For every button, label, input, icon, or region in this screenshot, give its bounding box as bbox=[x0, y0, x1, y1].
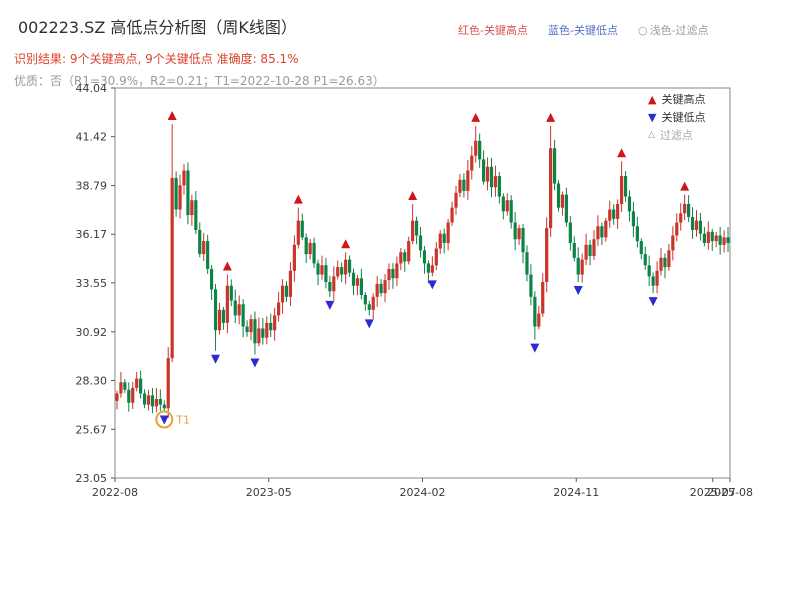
svg-text:38.79: 38.79 bbox=[76, 180, 108, 193]
recognition-result-text: 识别结果: 9个关键高点, 9个关键低点 准确度: 85.1% bbox=[14, 52, 299, 66]
plot-legend-item-key-low: ▼ 关键低点 bbox=[648, 108, 705, 126]
svg-text:30.92: 30.92 bbox=[76, 326, 108, 339]
svg-text:2024-11: 2024-11 bbox=[553, 486, 599, 499]
top-legend-key-low-label: 蓝色-关键低点 bbox=[547, 24, 618, 37]
top-legend: 红色-关键高点 蓝色-关键低点 ○ 浅色-过滤点 bbox=[458, 22, 709, 38]
top-legend-item-key-low: 蓝色-关键低点 bbox=[548, 22, 618, 38]
svg-text:33.55: 33.55 bbox=[76, 277, 108, 290]
plot-legend-item-key-high: ▲ 关键高点 bbox=[648, 90, 705, 108]
svg-text:36.17: 36.17 bbox=[76, 228, 108, 241]
svg-text:23.05: 23.05 bbox=[76, 472, 108, 485]
top-legend-filter-label: 浅色-过滤点 bbox=[649, 24, 709, 37]
svg-text:2023-05: 2023-05 bbox=[246, 486, 292, 499]
plot-legend: ▲ 关键高点 ▼ 关键低点 △ 过滤点 bbox=[648, 90, 705, 144]
triangle-down-icon: ▼ bbox=[648, 110, 657, 124]
plot-legend-key-low-label: 关键低点 bbox=[661, 111, 706, 124]
svg-text:41.42: 41.42 bbox=[76, 131, 108, 144]
top-legend-item-key-high: 红色-关键高点 bbox=[458, 22, 528, 38]
plot-legend-item-filter: △ 过滤点 bbox=[648, 126, 705, 144]
top-legend-key-high-label: 红色-关键高点 bbox=[458, 24, 528, 37]
quality-summary-text: 优质：否（R1=30.9%，R2=0.21；T1=2022-10-28 P1=2… bbox=[14, 74, 385, 88]
triangle-up-icon: ▲ bbox=[648, 92, 657, 106]
svg-text:T1: T1 bbox=[175, 413, 190, 426]
page-title: 002223.SZ 高低点分析图（周K线图） bbox=[18, 18, 297, 37]
plot-legend-key-high-label: 关键高点 bbox=[661, 93, 706, 106]
circle-marker-icon: ○ bbox=[637, 23, 648, 37]
svg-text:28.30: 28.30 bbox=[76, 374, 108, 387]
svg-text:44.04: 44.04 bbox=[76, 82, 108, 95]
svg-text:2024-02: 2024-02 bbox=[400, 486, 446, 499]
svg-text:25.67: 25.67 bbox=[76, 423, 108, 436]
svg-text:2022-08: 2022-08 bbox=[92, 486, 138, 499]
triangle-open-icon: △ bbox=[648, 130, 655, 140]
svg-text:2025-08: 2025-08 bbox=[707, 486, 753, 499]
top-legend-item-filter: ○ 浅色-过滤点 bbox=[638, 22, 709, 38]
svg-text:2025-07: 2025-07 bbox=[690, 486, 736, 499]
plot-legend-filter-label: 过滤点 bbox=[659, 129, 693, 142]
